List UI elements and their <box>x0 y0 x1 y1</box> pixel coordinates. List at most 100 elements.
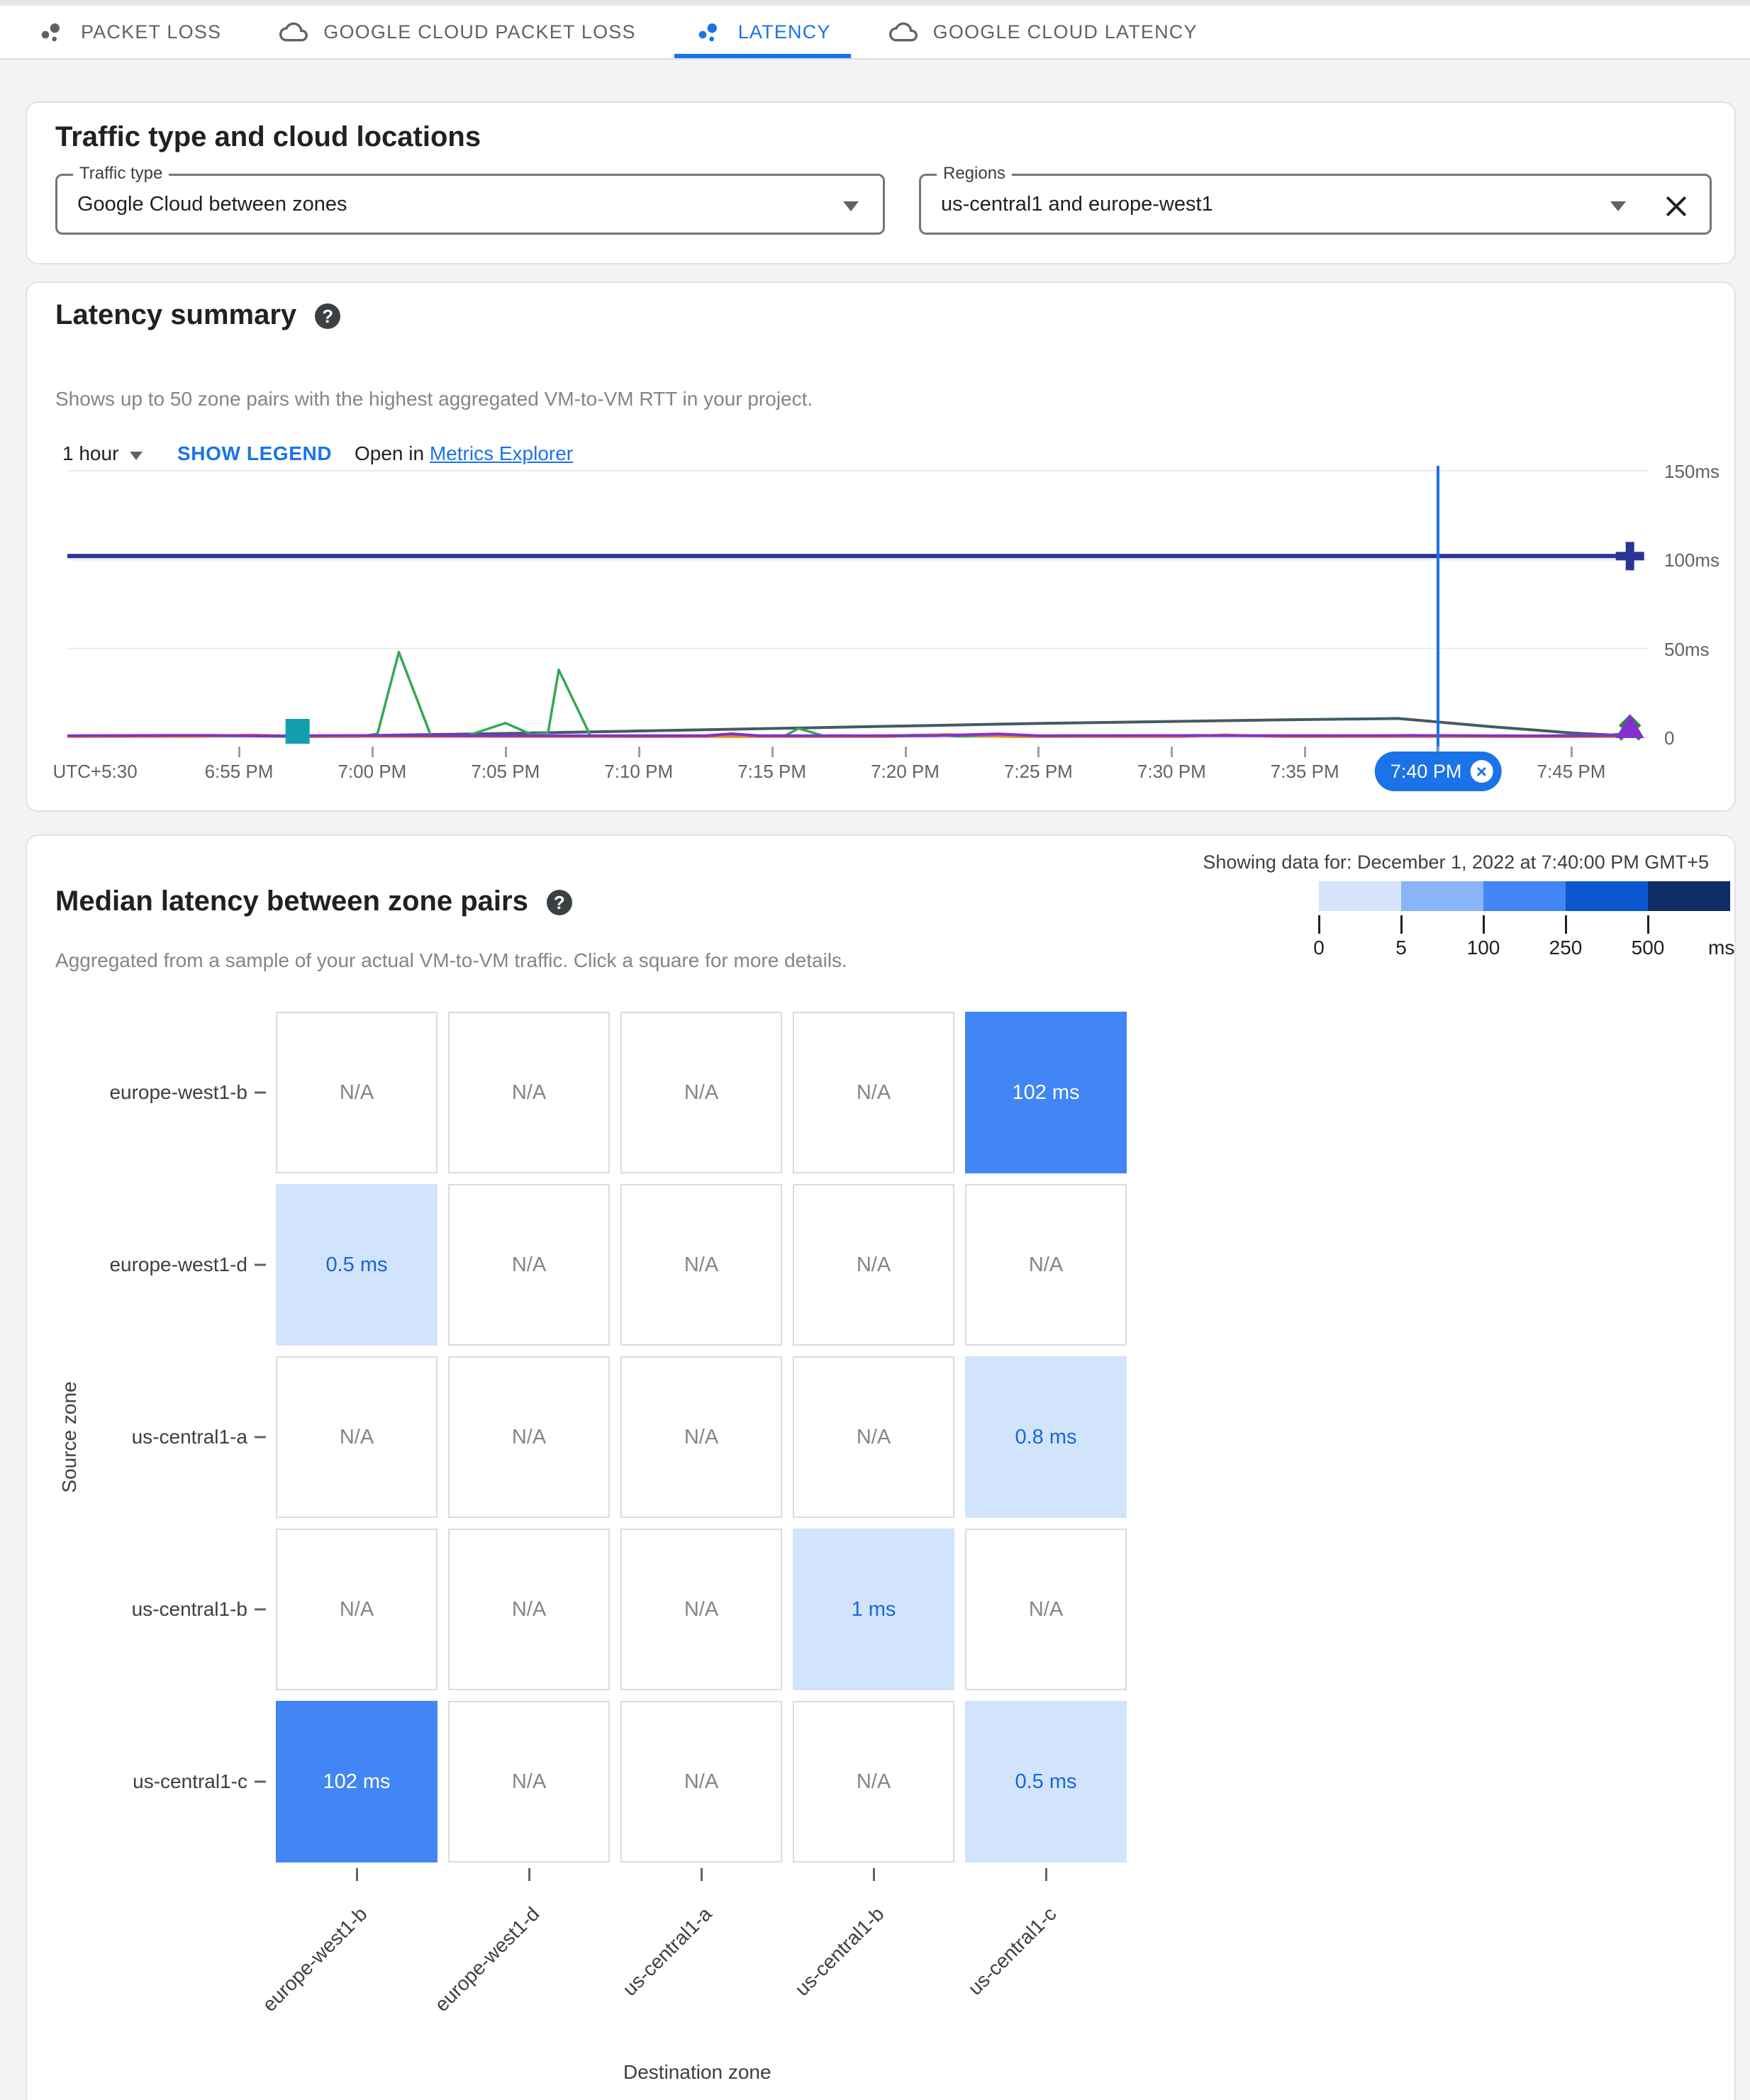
regions-select[interactable]: Regions us-central1 and europe-west1 <box>919 164 1712 235</box>
heatmap-cell[interactable]: 0.5 ms <box>276 1184 438 1346</box>
latency-summary-card: Latency summary? Shows up to 50 zone pai… <box>26 281 1736 812</box>
cloud-icon <box>279 22 308 42</box>
selected-time-chip[interactable]: 7:40 PM × <box>1374 752 1502 791</box>
tab-latency[interactable]: LATENCY <box>674 6 851 58</box>
selected-time-chip-label: 7:40 PM <box>1390 760 1462 782</box>
heatmap-column-tick <box>356 1868 358 1881</box>
tab-bar: PACKET LOSS GOOGLE CLOUD PACKET LOSS LAT… <box>0 0 1750 60</box>
show-legend-button[interactable]: SHOW LEGEND <box>177 442 333 464</box>
tab-label: GOOGLE CLOUD LATENCY <box>932 21 1198 43</box>
dropdown-arrow-icon <box>1610 201 1626 211</box>
x-axis-tick <box>1304 747 1307 757</box>
heatmap-cell[interactable]: N/A <box>448 1356 610 1518</box>
heatmap-cell[interactable]: 1 ms <box>793 1529 954 1690</box>
tab-label: GOOGLE CLOUD PACKET LOSS <box>323 21 636 43</box>
y-axis-label: 150ms <box>1664 461 1720 482</box>
heatmap-cell[interactable]: N/A <box>276 1356 438 1518</box>
rtt-slate-line <box>297 717 1630 738</box>
time-range-select[interactable]: 1 hour <box>62 442 143 465</box>
y-axis-label: 0 <box>1664 727 1675 749</box>
x-axis-label: 7:15 PM <box>737 761 807 782</box>
heatmap-cell[interactable]: 102 ms <box>276 1701 438 1862</box>
showing-data-for: Showing data for: December 1, 2022 at 7:… <box>1203 851 1709 873</box>
legend-tick <box>1565 915 1567 934</box>
legend-tick-label: 5 <box>1395 937 1407 959</box>
heatmap-cell[interactable]: N/A <box>620 1356 782 1518</box>
heatmap-cell[interactable]: N/A <box>620 1701 782 1862</box>
heatmap-cell[interactable]: N/A <box>793 1184 954 1346</box>
latency-chart-svg <box>67 470 1649 752</box>
latency-summary-description: Shows up to 50 zone pairs with the highe… <box>55 388 813 410</box>
legend-tick-label: 100 <box>1466 937 1500 959</box>
heatmap-cell[interactable]: N/A <box>965 1184 1127 1346</box>
heatmap-cell[interactable]: N/A <box>620 1529 782 1690</box>
heatmap-row-tick <box>255 1436 266 1439</box>
heatmap-cell[interactable]: N/A <box>276 1529 438 1690</box>
heatmap-cell[interactable]: N/A <box>448 1529 610 1690</box>
x-axis-tick <box>504 747 507 757</box>
tab-google-cloud-packet-loss[interactable]: GOOGLE CLOUD PACKET LOSS <box>260 6 655 58</box>
heatmap-column-tick <box>1045 1868 1047 1881</box>
open-in-metrics-explorer: Open in Metrics Explorer <box>355 442 574 464</box>
x-axis-label: 7:20 PM <box>871 761 940 782</box>
tab-label: PACKET LOSS <box>81 21 222 43</box>
legend-tick <box>1400 915 1403 934</box>
chip-close-icon[interactable]: × <box>1470 760 1493 783</box>
median-latency-description: Aggregated from a sample of your actual … <box>55 949 847 971</box>
metrics-explorer-link[interactable]: Metrics Explorer <box>429 442 574 464</box>
legend-color-bar <box>1319 881 1730 911</box>
heatmap-cell[interactable]: N/A <box>448 1184 610 1346</box>
regions-value: us-central1 and europe-west1 <box>941 192 1213 216</box>
heatmap-cell[interactable]: N/A <box>620 1012 782 1173</box>
filters-card: Traffic type and cloud locations Traffic… <box>26 101 1736 264</box>
help-icon[interactable]: ? <box>546 890 572 916</box>
heatmap-column-tick <box>528 1868 530 1881</box>
legend-tick-label: 500 <box>1631 937 1665 959</box>
heatmap-cell[interactable]: N/A <box>448 1012 610 1173</box>
y-axis-label: 50ms <box>1664 638 1710 660</box>
heatmap-cell[interactable]: N/A <box>793 1012 954 1173</box>
heatmap-column-label: europe-west1-b <box>258 1902 372 2016</box>
x-axis-tick <box>771 747 774 757</box>
heatmap-cell[interactable]: 102 ms <box>965 1012 1127 1173</box>
legend-color-segment <box>1483 881 1566 911</box>
regions-label: Regions <box>937 164 1013 184</box>
x-axis-label: 7:00 PM <box>338 761 407 782</box>
tab-packet-loss[interactable]: PACKET LOSS <box>17 6 241 58</box>
x-axis-tick <box>637 747 640 757</box>
heatmap-row-label: europe-west1-d <box>109 1253 247 1275</box>
x-axis-label: 7:30 PM <box>1137 761 1206 782</box>
x-axis-tick <box>904 747 907 757</box>
selected-time-line <box>1437 466 1440 758</box>
scatter-dots-icon <box>698 23 717 42</box>
legend-tick <box>1318 915 1320 934</box>
heatmap-column-label: us-central1-a <box>618 1902 716 2001</box>
navy-plus-end-marker <box>1615 542 1644 571</box>
x-axis-label: UTC+5:30 <box>52 761 138 782</box>
x-axis-tick <box>1037 747 1040 757</box>
legend-tick <box>1483 915 1485 934</box>
heatmap-row-label: us-central1-c <box>133 1770 247 1792</box>
latency-chart[interactable]: 0 50ms 100ms 150ms UTC+5:30 6:55 PM 7:00 PM 7:0… <box>52 460 1720 791</box>
tab-google-cloud-latency[interactable]: GOOGLE CLOUD LATENCY <box>869 6 1217 58</box>
heatmap-row-tick <box>255 1091 266 1094</box>
heatmap-row-tick <box>255 1608 266 1611</box>
heatmap-cell[interactable]: 0.5 ms <box>965 1701 1127 1862</box>
heatmap-cell[interactable]: N/A <box>620 1184 782 1346</box>
legend-color-segment <box>1319 881 1401 911</box>
help-icon[interactable]: ? <box>315 303 341 330</box>
heatmap-cell[interactable]: N/A <box>276 1012 438 1173</box>
x-axis-tick <box>371 747 374 757</box>
clear-regions-button[interactable] <box>1664 194 1688 218</box>
heatmap-cell[interactable]: N/A <box>793 1701 954 1862</box>
heatmap-cell[interactable]: 0.8 ms <box>965 1356 1127 1518</box>
traffic-type-select[interactable]: Traffic type Google Cloud between zones <box>55 164 885 235</box>
traffic-type-label: Traffic type <box>73 164 169 184</box>
heatmap-cell[interactable]: N/A <box>793 1356 954 1518</box>
source-zone-axis-label: Source zone <box>58 1381 80 1493</box>
heatmap-row-label: us-central1-a <box>131 1426 247 1448</box>
heatmap-cell[interactable]: N/A <box>448 1701 610 1862</box>
heatmap-cell[interactable]: N/A <box>965 1529 1127 1690</box>
legend-tick-label: 250 <box>1549 937 1583 959</box>
scatter-dots-icon <box>41 23 60 42</box>
